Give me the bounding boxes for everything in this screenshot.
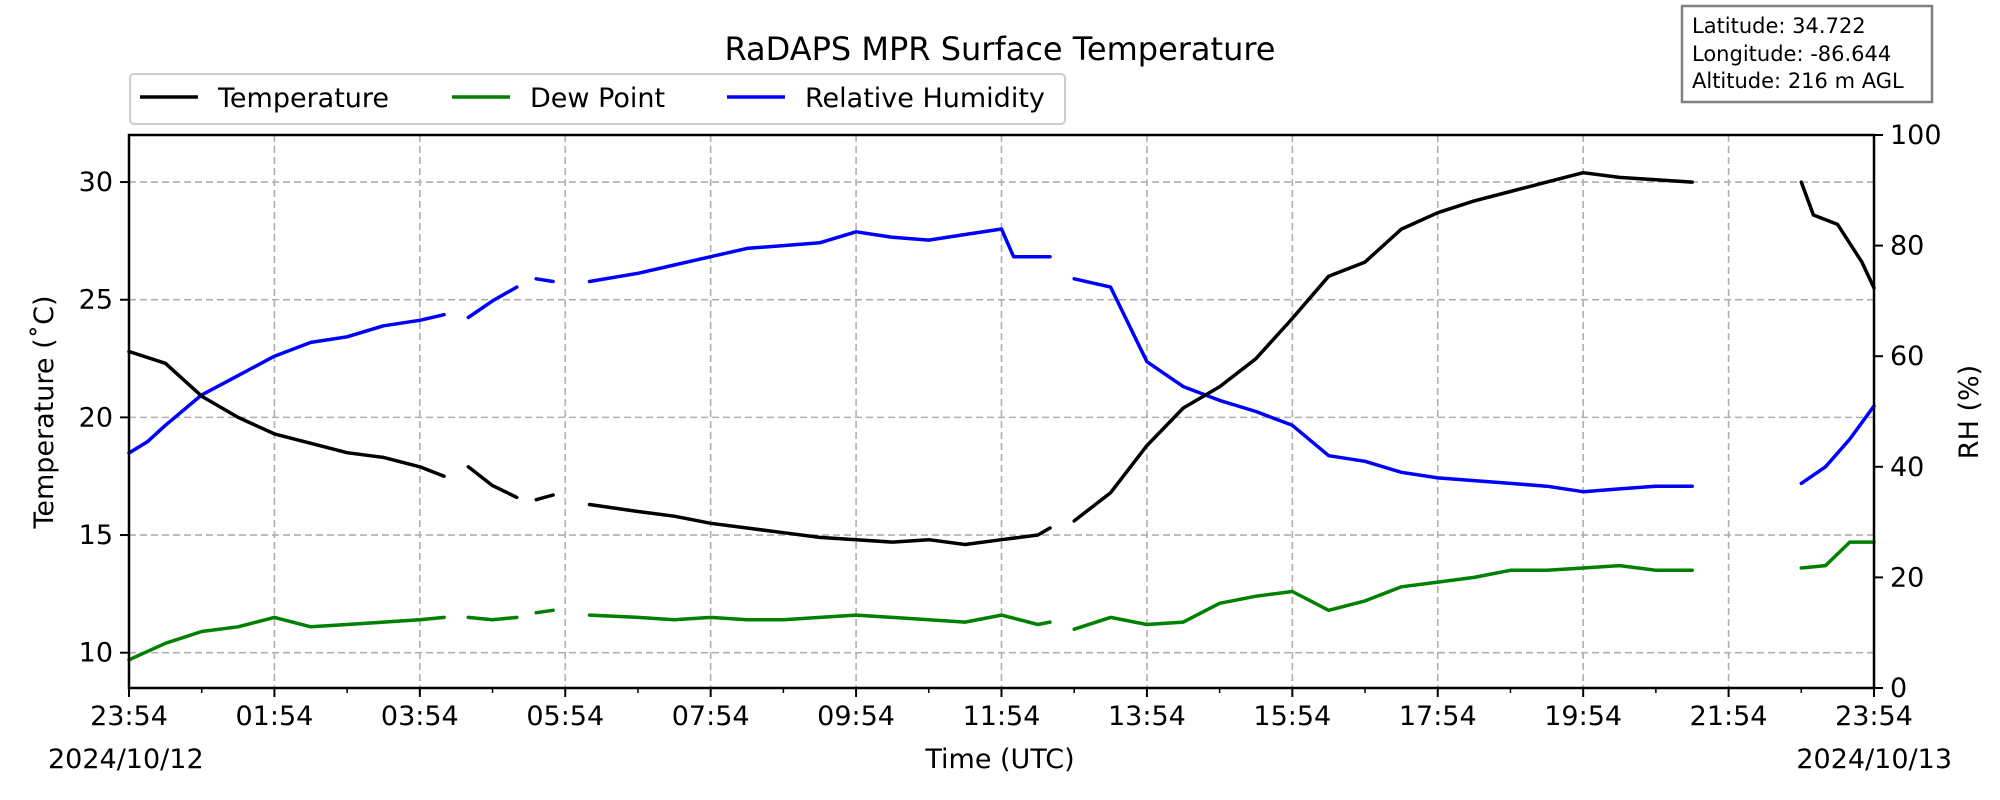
info-longitude: Longitude: -86.644	[1692, 42, 1891, 66]
x-tick-label: 01:54	[236, 701, 314, 732]
x-tick-label: 23:54	[90, 701, 168, 732]
x-tick-label: 13:54	[1108, 701, 1186, 732]
series-line-dew-point	[1799, 540, 1876, 570]
x-tick-label: 09:54	[817, 701, 895, 732]
info-latitude: Latitude: 34.722	[1692, 14, 1866, 38]
series-line-dew-point	[127, 615, 446, 662]
legend-label-dew-point: Dew Point	[530, 83, 665, 114]
x-tick-label: 17:54	[1399, 701, 1477, 732]
x-date-end: 2024/10/13	[1796, 744, 1952, 775]
series-line-temperature	[587, 502, 1052, 547]
x-tick-label: 23:54	[1835, 701, 1913, 732]
info-altitude: Altitude: 216 m AGL	[1692, 69, 1904, 93]
legend: Temperature Dew Point Relative Humidity	[129, 73, 1066, 125]
y-axis-left-label: Temperature (˚C)	[29, 295, 60, 529]
x-date-start: 2024/10/12	[48, 744, 204, 775]
series-line-dew-point	[1072, 563, 1694, 631]
x-tick-label: 07:54	[672, 701, 750, 732]
y-left-tick-label: 20	[79, 402, 113, 433]
axes: 23:54 01:54 03:54 05:54 07:54 09:54 11:54 13:54…	[79, 120, 1942, 732]
y-right-tick-label: 20	[1890, 562, 1924, 593]
x-tick-label: 21:54	[1690, 701, 1768, 732]
series-line-dew-point	[466, 615, 519, 622]
y-left-tick-label: 15	[79, 520, 113, 551]
x-tick-label: 19:54	[1544, 701, 1622, 732]
series-line-temperature	[466, 465, 519, 500]
y-right-tick-label: 60	[1890, 341, 1924, 372]
y-left-tick-label: 10	[79, 638, 113, 669]
y-right-tick-label: 80	[1890, 231, 1924, 262]
series-line-relative-humidity	[1072, 277, 1694, 494]
legend-label-temperature: Temperature	[217, 83, 389, 114]
y-left-tick-label: 25	[79, 285, 113, 316]
series-line-dew-point	[534, 608, 555, 615]
x-axis-label: Time (UTC)	[924, 744, 1074, 775]
legend-frame	[129, 73, 1066, 125]
y-left-tick-label: 30	[79, 167, 113, 198]
x-tick-label: 03:54	[381, 701, 459, 732]
series-line-temperature	[127, 349, 446, 478]
y-right-tick-label: 0	[1890, 673, 1907, 704]
series	[127, 170, 1876, 662]
series-line-relative-humidity	[127, 312, 446, 455]
info-box: Latitude: 34.722 Longitude: -86.644 Alti…	[1680, 4, 1934, 104]
grid	[129, 135, 1874, 688]
series-line-relative-humidity	[587, 227, 1052, 284]
series-line-relative-humidity	[1799, 404, 1876, 486]
y-right-tick-label: 100	[1890, 120, 1942, 151]
legend-label-relative-humidity: Relative Humidity	[805, 83, 1045, 114]
x-tick-label: 15:54	[1253, 701, 1331, 732]
info-box-frame	[1680, 4, 1934, 104]
series-line-relative-humidity	[466, 285, 519, 320]
chart-title: RaDAPS MPR Surface Temperature	[725, 30, 1276, 68]
series-line-temperature	[1799, 180, 1876, 290]
y-right-tick-label: 40	[1890, 452, 1924, 483]
series-line-dew-point	[587, 613, 1052, 627]
x-tick-label: 11:54	[963, 701, 1041, 732]
series-line-temperature	[534, 493, 555, 502]
series-line-relative-humidity	[534, 277, 555, 284]
y-axis-right-label: RH (%)	[1954, 365, 1985, 459]
series-line-temperature	[1072, 170, 1694, 523]
x-tick-label: 05:54	[526, 701, 604, 732]
